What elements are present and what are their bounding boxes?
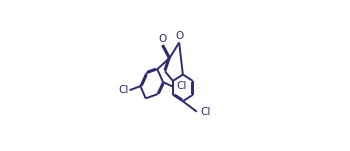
Text: O: O	[176, 31, 184, 41]
Text: Cl: Cl	[201, 107, 211, 117]
Text: Cl: Cl	[119, 85, 129, 95]
Text: Cl: Cl	[177, 81, 187, 91]
Text: O: O	[158, 34, 166, 44]
